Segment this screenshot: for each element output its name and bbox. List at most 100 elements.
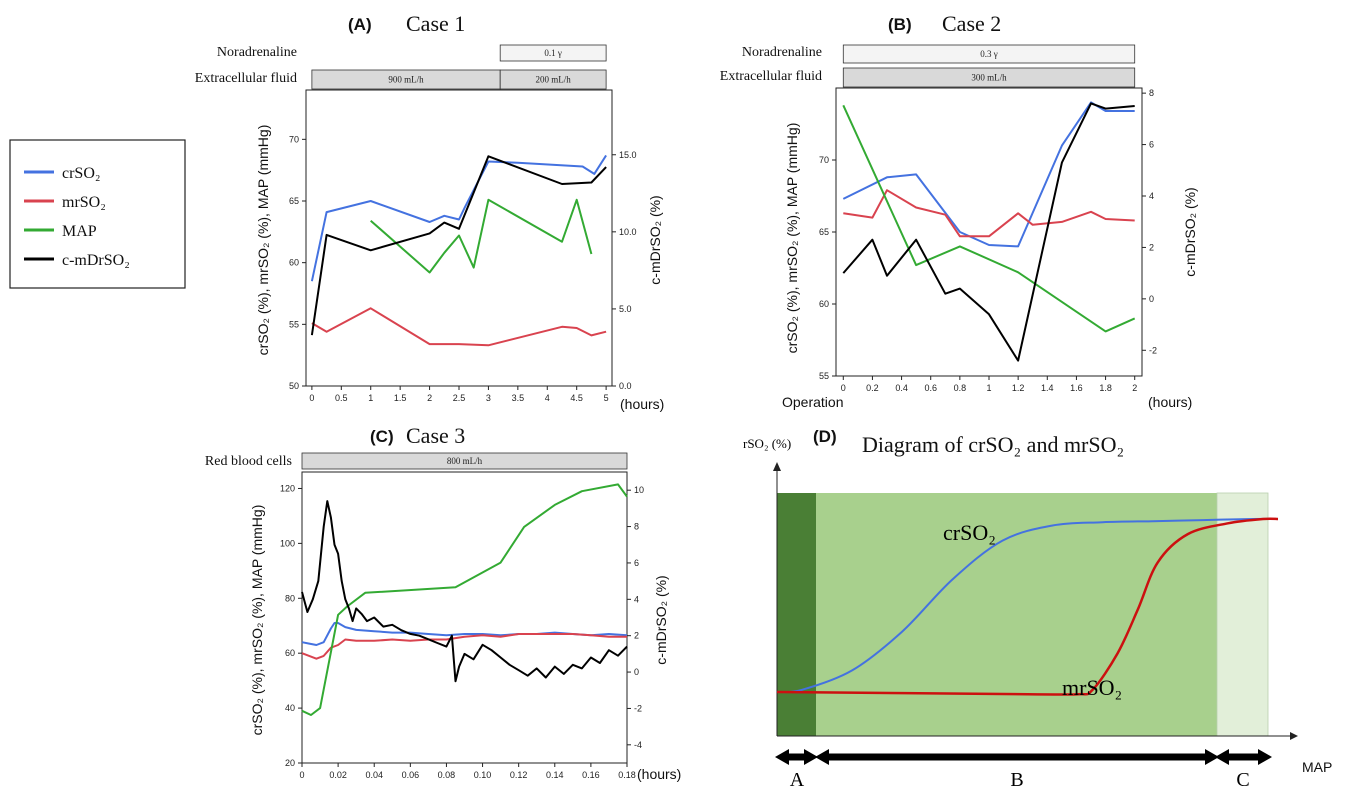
panel-d-title: Diagram of crSO₂ and mrSO₂ (862, 432, 1124, 457)
panel-b-x-axis-note: Operation (782, 394, 843, 410)
legend-box (9, 139, 186, 289)
panel-a-tag: (A) (348, 15, 372, 34)
panel-c-y-left-tick-label: 100 (280, 538, 295, 548)
legend-label-mrso2: mrSO₂ (62, 194, 106, 211)
panel-a-y-right-tick-label: 10.0 (619, 227, 637, 237)
panel-c-y-right-tick-label: 6 (634, 558, 639, 568)
panel-b-x-tick-label: 0.2 (866, 383, 879, 393)
panel-b-plot-frame (835, 87, 1143, 377)
panel-d-plot-area: crSO₂ mrSO₂ A B C (773, 462, 1298, 791)
panel-c-y-left-tick-label: 120 (280, 483, 295, 493)
panel-c-y-right-tick-label: -4 (634, 740, 642, 750)
panel-b-x-axis-label: (hours) (1148, 394, 1192, 410)
panel-c-series-crso2 (301, 622, 628, 646)
panel-d-zone-c (1216, 492, 1269, 737)
panel-a-series-mrso2 (311, 307, 607, 347)
panel-d-zone-label-b: B (1010, 769, 1023, 791)
panel-c-treatment-label-rbc: Red blood cells (205, 454, 292, 469)
panel-a-y-right-tick-label: 5.0 (619, 304, 632, 314)
panel-a-y-left-tick-label: 60 (289, 258, 299, 268)
panel-c-x-tick-label: 0.16 (582, 770, 600, 780)
panel-a-y-right-tick-label: 0.0 (619, 381, 632, 391)
panel-c-treatment-bar-0-0 (301, 452, 628, 470)
panel-a-y-left-tick-label: 55 (289, 319, 299, 329)
panel-a-treatment-value-1-1: 200 mL/h (536, 75, 572, 85)
panel-a-y-left-tick-label: 70 (289, 134, 299, 144)
panel-b-y-right-tick-label: 8 (1149, 88, 1154, 98)
panel-c-y-right-tick-label: 8 (634, 522, 639, 532)
panel-a-x-tick-label: 3.5 (512, 393, 525, 403)
panel-c: (C) Case 3 Red blood cells 800 mL/h 0 0.02… (205, 423, 681, 782)
panel-a-plot-frame (305, 89, 613, 387)
panel-b-x-tick-label: 0 (841, 383, 846, 393)
panel-c-y-left-tick-label: 60 (285, 648, 295, 658)
legend-label-crso2: crSO₂ (62, 165, 100, 182)
panel-c-x-tick-label: 0.12 (510, 770, 528, 780)
panel-d-y-axis-label: rSO₂ (%) (743, 436, 791, 451)
panel-d-zone-label-c: C (1236, 769, 1249, 791)
panel-a-y-left-tick-label: 50 (289, 381, 299, 391)
panel-b-series-mrso2 (843, 189, 1135, 238)
panel-b-treatment-bar-1-0 (842, 67, 1136, 88)
panel-c-y-right-tick-label: 4 (634, 594, 639, 604)
panel-d-zone-a (777, 493, 816, 736)
panel-c-plot-area: 800 mL/h 0 0.02 0.04 0.06 0.08 0.10 0.12 0.14 0.1… (280, 452, 644, 780)
panel-c-y-right-tick-label: 0 (634, 667, 639, 677)
panel-a-treatment-value-1-0: 900 mL/h (388, 75, 424, 85)
panel-c-series-c-mdrso2 (301, 500, 628, 683)
panel-a-x-tick-label: 2 (427, 393, 432, 403)
panel-b-plot-area: 0.3 γ 300 mL/h 0 0.2 0.4 0.6 0.8 1 1.2 1.4 1.6 1.8 2… (819, 44, 1157, 393)
panel-d-tag: (D) (813, 427, 837, 446)
panel-c-y-left-tick-label: 40 (285, 703, 295, 713)
panel-c-x-tick-label: 0.14 (546, 770, 564, 780)
panel-b-y-right-tick-label: 6 (1149, 140, 1154, 150)
panel-b-x-tick-label: 0.6 (924, 383, 937, 393)
panel-b-x-tick-label: 0.8 (954, 383, 967, 393)
panel-b-title: Case 2 (942, 11, 1001, 36)
panel-c-x-tick-label: 0 (299, 770, 304, 780)
panel-a-right-axis-label: c-mDrSO₂ (%) (647, 195, 663, 284)
panel-a-series-map (370, 198, 593, 274)
panel-b-x-tick-label: 1.2 (1012, 383, 1025, 393)
panel-b-y-right-tick-label: -2 (1149, 345, 1157, 355)
panel-b-x-tick-label: 1.4 (1041, 383, 1054, 393)
panel-b-treatment-label-fluid: Extracellular fluid (720, 69, 822, 84)
panel-b-treatment-value-0-0: 0.3 γ (980, 49, 998, 59)
panel-a-x-tick-label: 1.5 (394, 393, 407, 403)
panel-a-y-right-tick-label: 15.0 (619, 150, 637, 160)
panel-b-series-c-mdrso2 (842, 102, 1135, 362)
panel-b-x-tick-label: 0.4 (895, 383, 908, 393)
panel-d-zone-b-arrow-left-head (815, 749, 829, 765)
panel-c-series-map (301, 483, 628, 716)
panel-b-left-axis-label: crSO₂ (%), mrSO₂ (%), MAP (mmHg) (784, 123, 800, 354)
panel-c-x-tick-label: 0.06 (402, 770, 420, 780)
panel-c-x-tick-label: 0.08 (438, 770, 456, 780)
panel-a-x-tick-label: 0.5 (335, 393, 348, 403)
panel-a-x-tick-label: 0 (309, 393, 314, 403)
legend: crSO₂ mrSO₂ MAP c-mDrSO₂ (9, 139, 186, 289)
legend-label-map: MAP (62, 223, 97, 240)
panel-d-x-axis-arrow (1290, 732, 1298, 740)
panel-b-y-right-tick-label: 0 (1149, 294, 1154, 304)
panel-b-x-tick-label: 2 (1132, 383, 1137, 393)
panel-a-x-tick-label: 4.5 (570, 393, 583, 403)
panel-b-treatment-value-1-0: 300 mL/h (971, 73, 1007, 83)
panel-c-y-right-tick-label: 2 (634, 631, 639, 641)
panel-d-curve-label-crso2: crSO₂ (943, 520, 996, 545)
panel-a-series-crso2 (310, 154, 607, 282)
panel-d-curve-mrso2 (776, 517, 1279, 696)
legend-label-cmdrso2: c-mDrSO₂ (62, 252, 130, 269)
panel-b-y-left-tick-label: 60 (819, 299, 829, 309)
panel-d-zone-b (816, 493, 1217, 736)
panel-a-treatment-label-noradrenaline: Noradrenaline (217, 45, 297, 60)
panel-b-x-tick-label: 1 (986, 383, 991, 393)
panel-d-curve-label-mrso2: mrSO₂ (1062, 675, 1122, 700)
panel-c-y-right-tick-label: 10 (634, 485, 644, 495)
panel-a-x-axis-label: (hours) (620, 396, 664, 412)
panel-c-x-tick-label: 0.10 (474, 770, 492, 780)
panel-a-title: Case 1 (406, 11, 465, 36)
panel-c-y-left-tick-label: 80 (285, 593, 295, 603)
panel-a-treatment-label-fluid: Extracellular fluid (195, 71, 297, 86)
panel-b-y-left-tick-label: 55 (819, 371, 829, 381)
